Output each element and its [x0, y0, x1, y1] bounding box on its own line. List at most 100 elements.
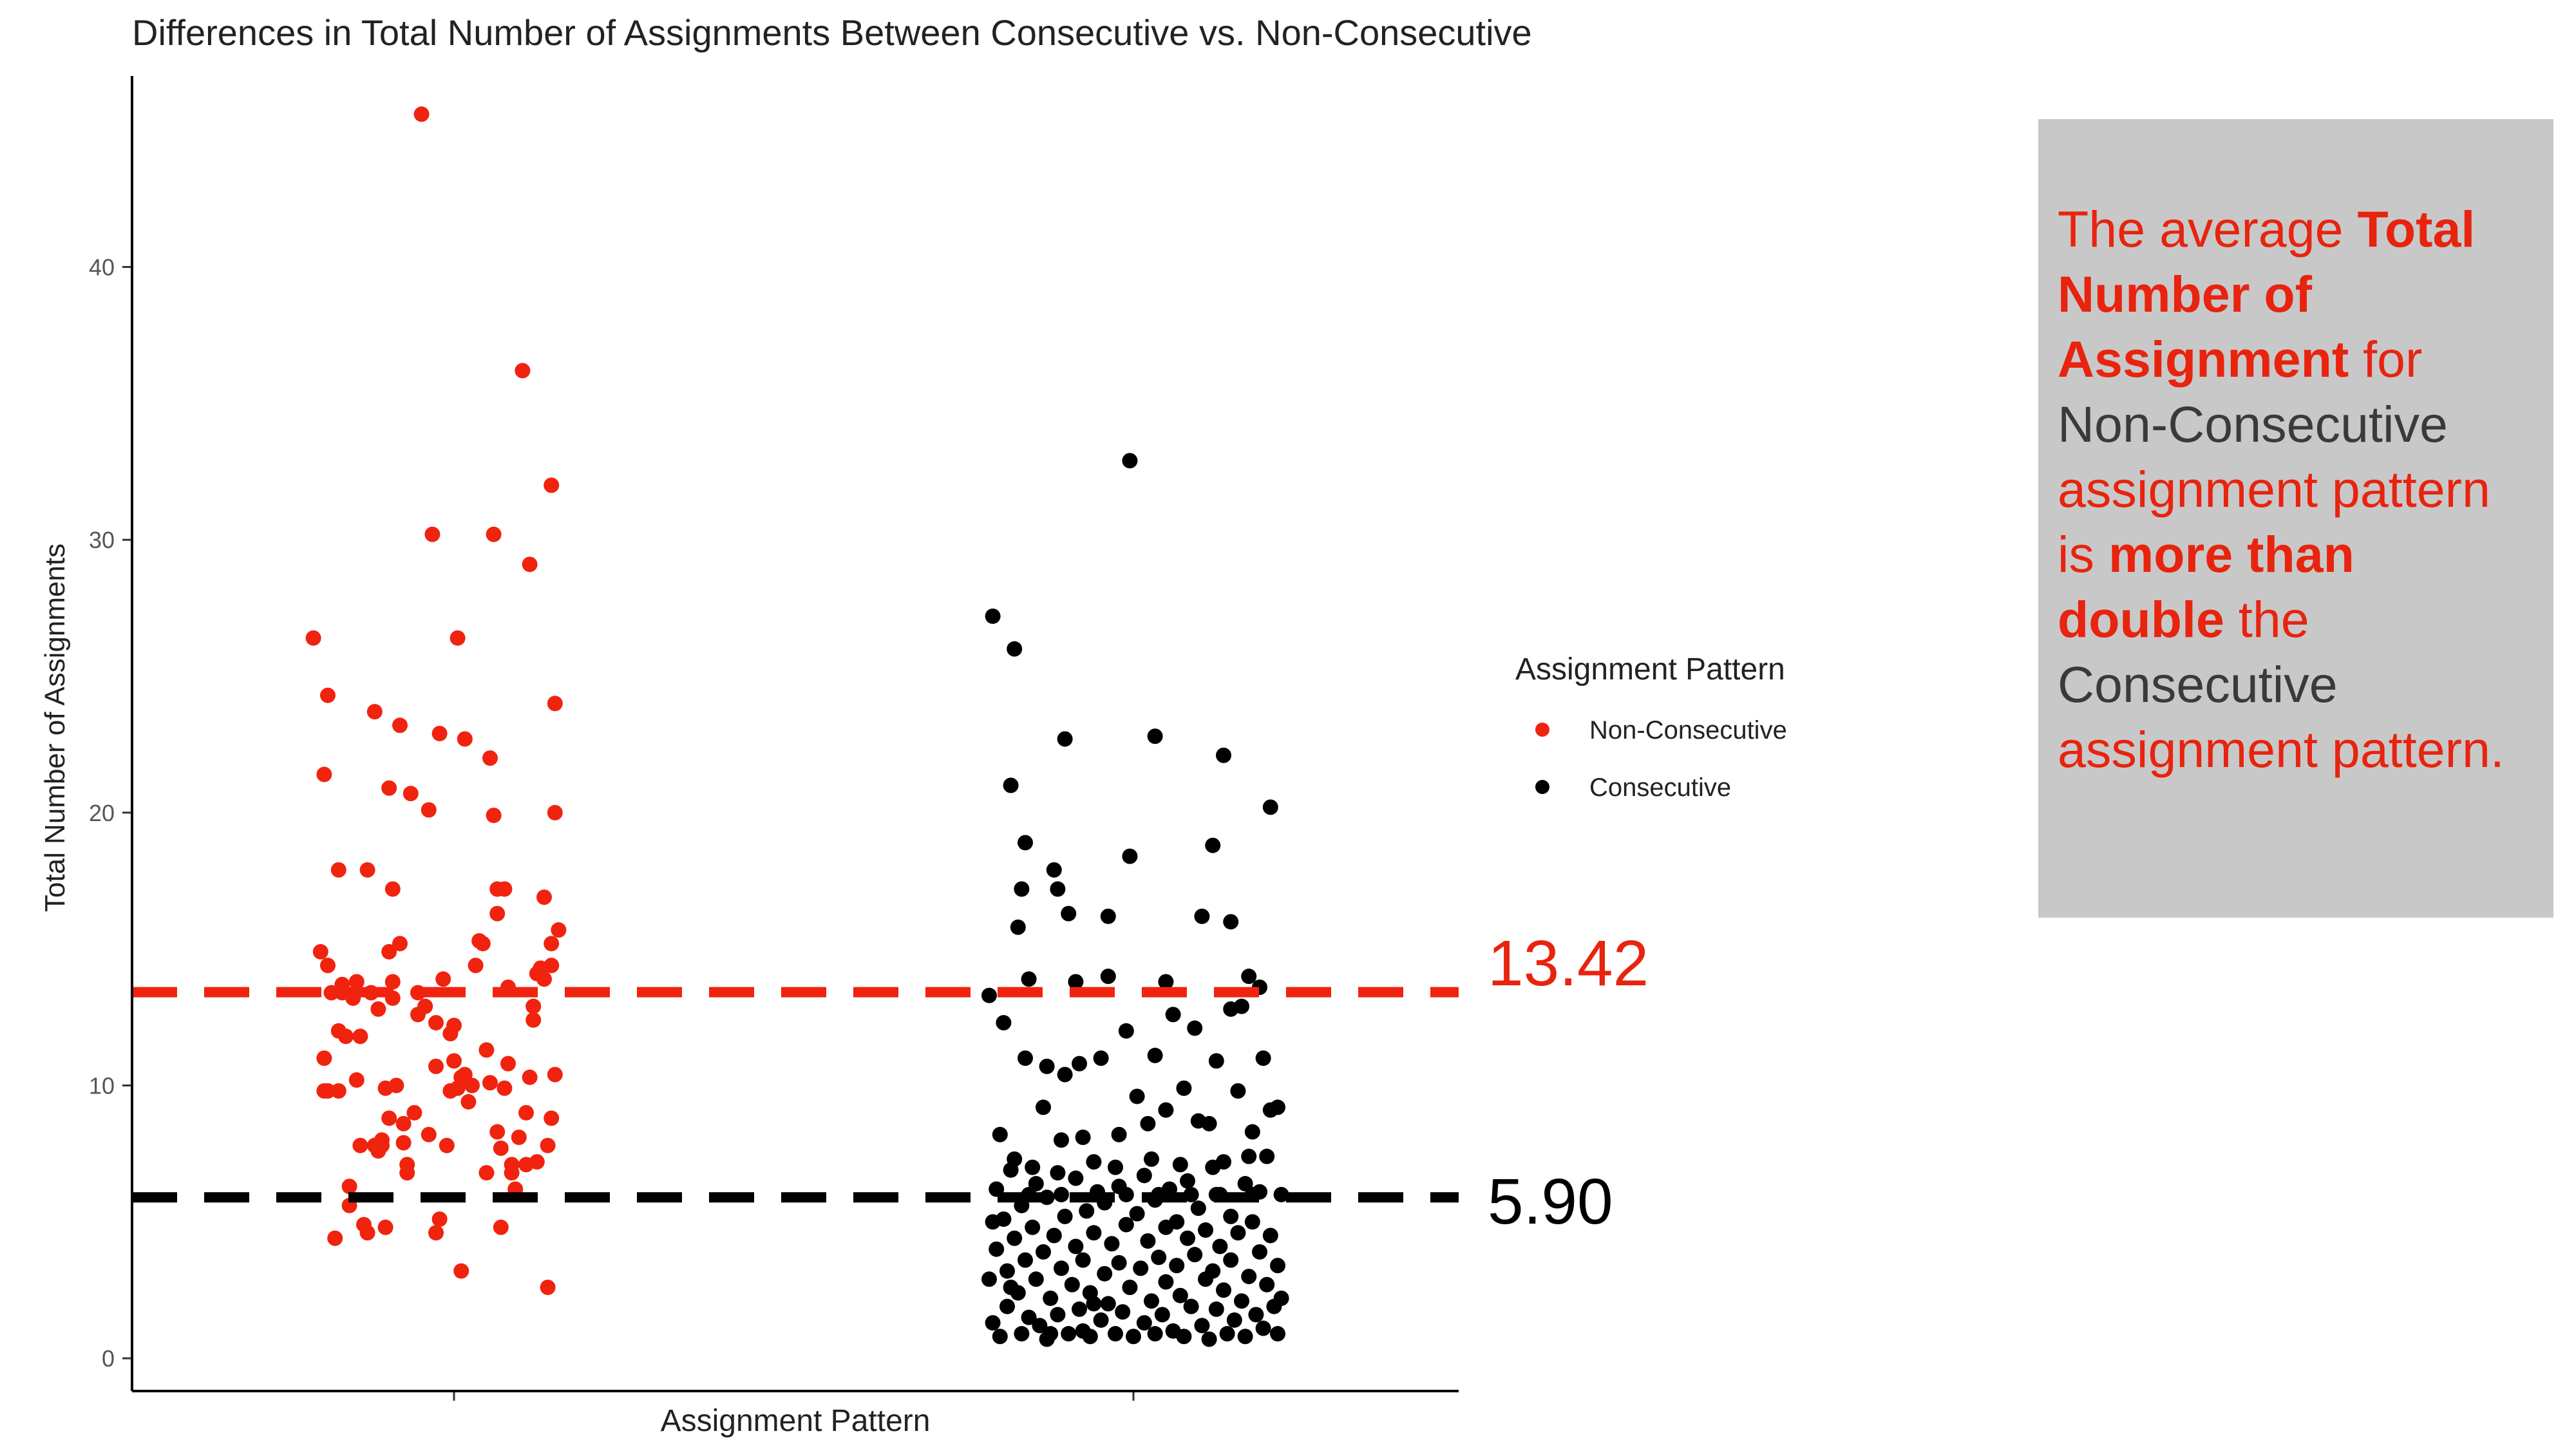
point-consecutive	[1241, 969, 1257, 985]
point-non-consecutive	[381, 780, 397, 796]
y-tick-label: 0	[102, 1345, 115, 1372]
legend-key-non-consecutive	[1535, 723, 1549, 737]
point-consecutive	[1108, 1159, 1123, 1175]
point-consecutive	[1122, 453, 1138, 469]
y-tick-label: 40	[89, 254, 115, 281]
point-consecutive	[1190, 1200, 1206, 1217]
point-non-consecutive	[446, 1018, 462, 1034]
point-consecutive	[1100, 1296, 1116, 1312]
point-consecutive	[1086, 1225, 1102, 1241]
point-consecutive	[1172, 1157, 1188, 1173]
point-consecutive	[1140, 1115, 1156, 1132]
point-non-consecutive	[547, 804, 563, 820]
point-consecutive	[1068, 974, 1084, 990]
point-consecutive	[1169, 1214, 1185, 1230]
point-consecutive	[1115, 1304, 1131, 1320]
point-consecutive	[1255, 1050, 1271, 1066]
point-consecutive	[1223, 1208, 1239, 1224]
point-consecutive	[1212, 1238, 1228, 1255]
point-consecutive	[1111, 1126, 1127, 1142]
point-non-consecutive	[544, 1110, 560, 1126]
point-consecutive	[1018, 835, 1033, 851]
point-consecutive	[1118, 1186, 1134, 1202]
point-consecutive	[1136, 1168, 1152, 1184]
point-non-consecutive	[320, 687, 336, 703]
point-consecutive	[1075, 1323, 1091, 1339]
point-consecutive	[1241, 1269, 1257, 1285]
point-non-consecutive	[453, 1263, 469, 1279]
point-consecutive	[1097, 1265, 1113, 1282]
point-consecutive	[1003, 1162, 1019, 1178]
point-non-consecutive	[536, 889, 552, 905]
point-non-consecutive	[352, 1028, 368, 1045]
point-consecutive	[1100, 969, 1116, 985]
point-consecutive	[1234, 998, 1249, 1014]
point-consecutive	[1158, 1274, 1174, 1290]
legend-title: Assignment Pattern	[1515, 652, 1785, 687]
point-consecutive	[999, 1263, 1015, 1279]
point-non-consecutive	[544, 477, 560, 493]
point-consecutive	[985, 1214, 1001, 1230]
point-consecutive	[1230, 1225, 1246, 1241]
point-consecutive	[1100, 908, 1116, 924]
point-consecutive	[1079, 1203, 1095, 1219]
point-consecutive	[1126, 1329, 1141, 1345]
point-consecutive	[1025, 1159, 1041, 1175]
point-consecutive	[1176, 1080, 1192, 1096]
point-consecutive	[1018, 1252, 1033, 1268]
point-non-consecutive	[482, 1075, 498, 1091]
point-consecutive	[1025, 1219, 1041, 1235]
y-axis-label: Total Number of Assignments	[39, 544, 71, 912]
point-consecutive	[1248, 1307, 1264, 1323]
point-consecutive	[1021, 1309, 1037, 1325]
point-non-consecutive	[374, 1137, 390, 1153]
point-consecutive	[1072, 1056, 1087, 1072]
point-non-consecutive	[522, 1069, 538, 1085]
point-consecutive	[1262, 799, 1278, 815]
point-consecutive	[1216, 1282, 1231, 1298]
point-non-consecutive	[348, 974, 365, 990]
point-consecutive	[992, 1329, 1008, 1345]
point-non-consecutive	[468, 958, 484, 974]
point-consecutive	[1187, 1247, 1203, 1263]
point-non-consecutive	[522, 556, 538, 573]
point-consecutive	[1028, 1271, 1044, 1287]
point-non-consecutive	[431, 1211, 448, 1227]
point-consecutive	[1003, 777, 1019, 793]
point-consecutive	[1072, 1301, 1087, 1317]
point-consecutive	[1183, 1298, 1199, 1314]
point-non-consecutive	[435, 971, 451, 987]
point-non-consecutive	[417, 998, 433, 1014]
point-consecutive	[1054, 1260, 1069, 1276]
point-non-consecutive	[457, 731, 473, 747]
point-consecutive	[1111, 1255, 1127, 1271]
point-consecutive	[992, 1126, 1008, 1142]
point-non-consecutive	[359, 1225, 375, 1241]
point-consecutive	[1118, 1217, 1134, 1233]
point-non-consecutive	[384, 974, 401, 990]
point-non-consecutive	[489, 905, 506, 922]
point-consecutive	[1169, 1258, 1185, 1274]
point-consecutive	[1165, 1007, 1181, 1023]
point-consecutive	[1194, 908, 1210, 924]
point-non-consecutive	[424, 526, 440, 542]
point-consecutive	[1122, 1280, 1138, 1296]
point-non-consecutive	[493, 1219, 509, 1235]
point-non-consecutive	[421, 1126, 437, 1142]
point-consecutive	[985, 608, 1001, 624]
point-consecutive	[1147, 1047, 1163, 1063]
point-non-consecutive	[518, 1104, 534, 1121]
point-consecutive	[1086, 1296, 1102, 1312]
point-consecutive	[1086, 1154, 1102, 1170]
point-consecutive	[999, 1298, 1015, 1314]
point-consecutive	[1252, 1244, 1267, 1260]
point-consecutive	[1144, 1151, 1159, 1167]
point-non-consecutive	[482, 750, 498, 766]
callout-emphasis-total: Total Number of Assignment	[2058, 200, 2476, 388]
point-non-consecutive	[493, 1140, 509, 1156]
point-non-consecutive	[316, 766, 332, 782]
point-consecutive	[1244, 1214, 1260, 1230]
point-consecutive	[1075, 1252, 1091, 1268]
point-non-consecutive	[450, 630, 466, 646]
callout-text-3: for	[2349, 330, 2423, 388]
